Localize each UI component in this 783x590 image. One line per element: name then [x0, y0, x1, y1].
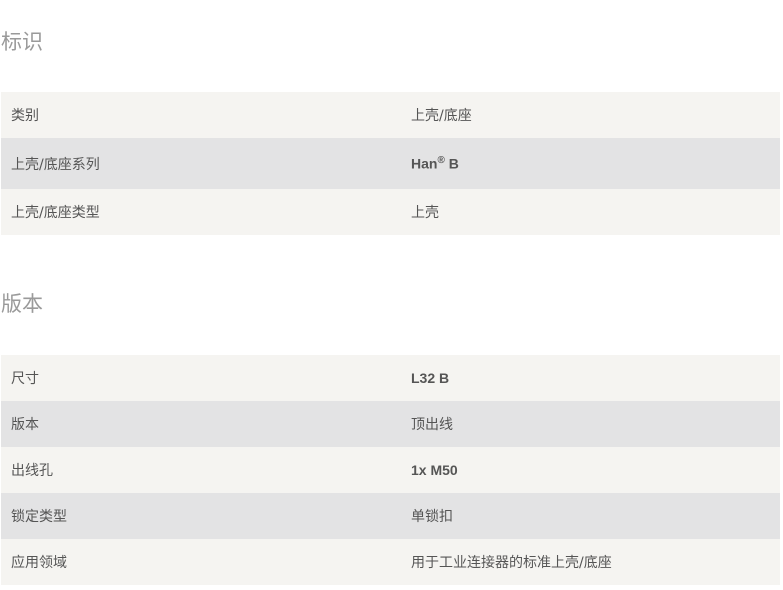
series-name: Han: [411, 155, 438, 172]
row-label: 上壳/底座类型: [11, 205, 100, 221]
version-table: 尺寸 L32 B 版本 顶出线 出线孔 1x M50 锁定类型 单锁扣 应用领域…: [1, 355, 780, 585]
row-value: 上壳/底座: [411, 108, 472, 124]
table-row: 上壳/底座系列 Han® B: [1, 138, 780, 189]
table-row: 尺寸 L32 B: [1, 355, 780, 401]
row-label: 类别: [11, 108, 39, 124]
row-label: 上壳/底座系列: [11, 156, 100, 173]
row-label: 出线孔: [11, 463, 53, 479]
row-label: 锁定类型: [11, 509, 67, 525]
table-row: 版本 顶出线: [1, 401, 780, 447]
section-title-identification: 标识: [1, 30, 43, 54]
table-row: 应用领域 用于工业连接器的标准上壳/底座: [1, 539, 780, 585]
series-suffix: B: [444, 155, 459, 172]
row-value: 上壳: [411, 205, 439, 221]
table-row: 上壳/底座类型 上壳: [1, 189, 780, 235]
row-value: 用于工业连接器的标准上壳/底座: [411, 555, 612, 571]
row-label: 版本: [11, 417, 39, 433]
table-row: 类别 上壳/底座: [1, 92, 780, 138]
row-value: 顶出线: [411, 417, 453, 433]
row-value: L32 B: [411, 370, 450, 386]
row-label: 应用领域: [11, 555, 67, 571]
row-label: 尺寸: [11, 371, 39, 387]
section-title-version: 版本: [1, 292, 43, 316]
table-row: 出线孔 1x M50: [1, 447, 780, 493]
row-value: Han® B: [401, 138, 780, 189]
row-value: 1x M50: [411, 462, 458, 478]
identification-table: 类别 上壳/底座 上壳/底座系列 Han® B 上壳/底座类型 上壳: [1, 92, 780, 235]
registered-mark: ®: [437, 155, 445, 167]
row-value: 单锁扣: [411, 509, 453, 525]
table-row: 锁定类型 单锁扣: [1, 493, 780, 539]
